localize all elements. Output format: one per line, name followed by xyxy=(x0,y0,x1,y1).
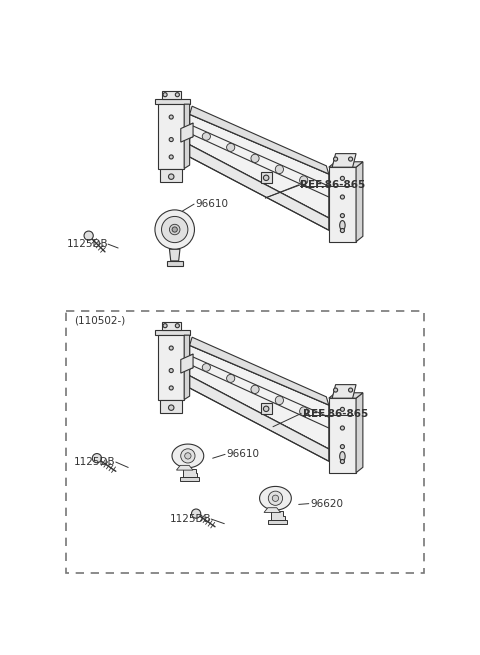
Polygon shape xyxy=(184,335,190,400)
Polygon shape xyxy=(264,508,280,512)
Polygon shape xyxy=(190,337,329,405)
Circle shape xyxy=(162,216,188,242)
Circle shape xyxy=(340,229,345,233)
Circle shape xyxy=(169,138,173,141)
Text: 96610: 96610 xyxy=(227,449,260,459)
Polygon shape xyxy=(261,403,272,414)
Circle shape xyxy=(334,388,337,392)
Ellipse shape xyxy=(227,143,235,151)
Circle shape xyxy=(169,386,173,390)
Circle shape xyxy=(92,453,102,462)
Circle shape xyxy=(185,453,191,459)
Text: 1125DB: 1125DB xyxy=(74,457,116,467)
Circle shape xyxy=(168,405,174,411)
Ellipse shape xyxy=(202,132,210,140)
Polygon shape xyxy=(180,477,199,481)
Circle shape xyxy=(264,406,269,411)
Polygon shape xyxy=(158,335,184,400)
Polygon shape xyxy=(190,115,329,218)
Polygon shape xyxy=(332,154,356,167)
Circle shape xyxy=(264,175,269,181)
Text: REF.86-865: REF.86-865 xyxy=(302,409,368,419)
Ellipse shape xyxy=(276,396,284,405)
Polygon shape xyxy=(260,487,291,510)
Polygon shape xyxy=(271,511,285,519)
Circle shape xyxy=(272,495,278,502)
Circle shape xyxy=(169,224,180,234)
Polygon shape xyxy=(160,400,182,413)
Text: 96610: 96610 xyxy=(196,199,228,209)
Circle shape xyxy=(192,509,201,518)
Circle shape xyxy=(169,346,173,350)
Polygon shape xyxy=(160,168,182,182)
Circle shape xyxy=(169,155,173,159)
Ellipse shape xyxy=(300,176,308,185)
Ellipse shape xyxy=(340,221,345,230)
Circle shape xyxy=(172,227,177,232)
Circle shape xyxy=(340,460,345,464)
Polygon shape xyxy=(190,376,329,461)
Polygon shape xyxy=(183,468,197,477)
Circle shape xyxy=(340,407,345,411)
Circle shape xyxy=(175,92,180,97)
Polygon shape xyxy=(190,106,329,174)
Polygon shape xyxy=(356,162,363,242)
Text: (110502-): (110502-) xyxy=(74,315,125,326)
Polygon shape xyxy=(267,519,287,523)
Polygon shape xyxy=(181,354,193,373)
Ellipse shape xyxy=(227,375,235,383)
Circle shape xyxy=(268,491,283,506)
Circle shape xyxy=(340,445,345,449)
Polygon shape xyxy=(190,345,329,449)
Polygon shape xyxy=(329,398,356,473)
Circle shape xyxy=(169,369,173,373)
Ellipse shape xyxy=(202,364,210,371)
Polygon shape xyxy=(329,393,363,398)
Circle shape xyxy=(181,449,195,463)
Polygon shape xyxy=(329,167,356,242)
Polygon shape xyxy=(172,444,204,468)
Circle shape xyxy=(348,157,353,161)
Polygon shape xyxy=(169,249,180,261)
Circle shape xyxy=(155,210,194,249)
Ellipse shape xyxy=(251,385,259,394)
Circle shape xyxy=(348,388,353,392)
Polygon shape xyxy=(162,322,181,329)
Circle shape xyxy=(175,324,180,328)
Circle shape xyxy=(169,115,173,119)
Polygon shape xyxy=(190,145,329,230)
Circle shape xyxy=(163,92,167,97)
Circle shape xyxy=(340,176,345,180)
Polygon shape xyxy=(332,384,356,398)
Circle shape xyxy=(334,157,337,161)
Polygon shape xyxy=(167,261,182,266)
Circle shape xyxy=(340,195,345,199)
Polygon shape xyxy=(329,162,363,167)
Text: 1125DB: 1125DB xyxy=(66,239,108,249)
Polygon shape xyxy=(155,329,190,335)
Ellipse shape xyxy=(276,165,284,174)
Ellipse shape xyxy=(340,451,345,461)
Ellipse shape xyxy=(251,154,259,162)
Circle shape xyxy=(168,174,174,179)
Text: 1125DB: 1125DB xyxy=(169,514,211,524)
Circle shape xyxy=(340,426,345,430)
Ellipse shape xyxy=(300,407,308,416)
Polygon shape xyxy=(181,123,193,142)
Text: 96620: 96620 xyxy=(311,498,343,509)
Circle shape xyxy=(340,214,345,217)
Polygon shape xyxy=(162,90,181,99)
Text: REF.86-865: REF.86-865 xyxy=(300,180,365,190)
Polygon shape xyxy=(177,465,193,470)
Polygon shape xyxy=(184,104,190,168)
Circle shape xyxy=(163,324,167,328)
Polygon shape xyxy=(261,172,272,183)
Polygon shape xyxy=(155,99,190,104)
Polygon shape xyxy=(356,393,363,473)
Circle shape xyxy=(84,231,93,240)
Polygon shape xyxy=(158,104,184,168)
